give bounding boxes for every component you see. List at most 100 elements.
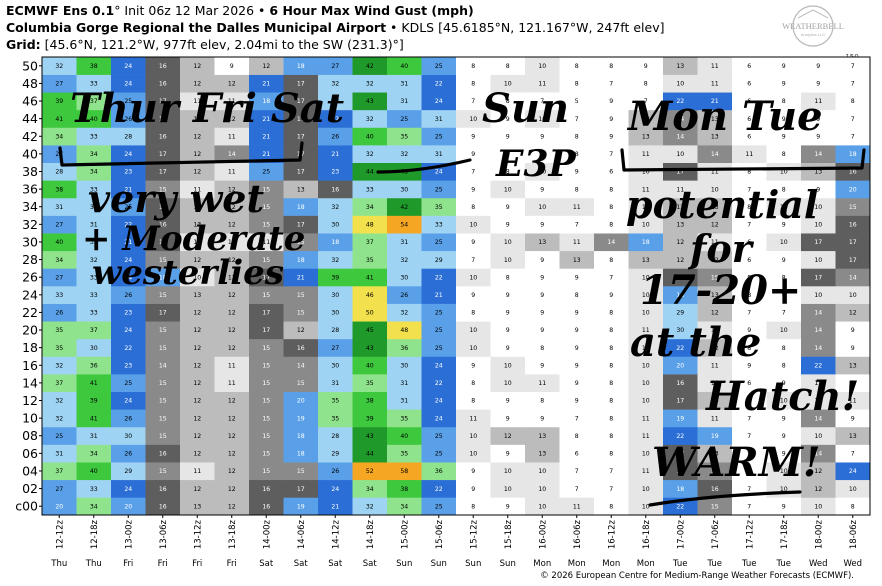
heatmap-cell: [180, 92, 215, 111]
heatmap-cell: [214, 127, 250, 146]
cell-value: 41: [90, 415, 98, 422]
cell-value: 9: [575, 327, 579, 334]
cell-value: 8: [782, 98, 786, 105]
heatmap-cell: [628, 92, 664, 111]
heatmap-cell: [525, 197, 560, 216]
heatmap-cell: [663, 74, 698, 93]
heatmap-cell: [145, 74, 181, 93]
heatmap-cell: [456, 426, 491, 445]
cell-value: 42: [400, 204, 408, 211]
day-label: Sun: [500, 559, 516, 569]
heatmap-cell: [559, 268, 595, 287]
heatmap-cell: [283, 374, 319, 392]
cell-value: 11: [538, 380, 546, 387]
cell-value: 17: [159, 204, 167, 211]
cell-value: 9: [782, 222, 786, 229]
heatmap-cell: [214, 426, 250, 445]
cell-value: 38: [366, 398, 374, 405]
day-labels: Thu Thu Fri Fri Fri Fri Sat Sat Sat Sat Sun Sun Sun S…: [50, 559, 862, 569]
heatmap-cell: [594, 145, 629, 163]
cell-value: 33: [90, 186, 98, 193]
heatmap-cell: [76, 444, 112, 463]
heatmap-cell: [352, 233, 388, 252]
cell-value: 8: [609, 380, 613, 387]
cell-value: 36: [90, 362, 98, 369]
cell-value: 9: [230, 63, 234, 70]
heatmap-cell: [732, 74, 767, 93]
heatmap-cell: [387, 391, 422, 410]
heatmap-cell: [559, 444, 595, 463]
cell-value: 34: [55, 257, 63, 264]
heatmap-cell: [490, 109, 526, 128]
heatmap-cell: [318, 250, 353, 269]
cell-value: 11: [642, 151, 650, 158]
cell-value: 39: [90, 398, 98, 405]
heatmap-cell: [42, 356, 77, 375]
cell-value: 15: [159, 327, 167, 334]
cell-value: 39: [331, 274, 339, 281]
cell-value: 48: [366, 222, 374, 229]
cell-value: 15: [262, 345, 270, 352]
heatmap-cell: [283, 57, 319, 75]
heatmap-cell: [594, 479, 629, 498]
cell-value: 40: [400, 433, 408, 440]
cell-value: 28: [331, 327, 339, 334]
heatmap-cell: [352, 374, 388, 392]
cell-value: 15: [159, 292, 167, 299]
heatmap-cell: [318, 57, 353, 75]
heatmap-cell: [594, 197, 629, 216]
cell-value: 13: [642, 133, 650, 140]
heatmap-cell: [697, 233, 733, 252]
heatmap-cell: [421, 391, 457, 410]
cell-value: 13: [849, 362, 857, 369]
heatmap-cell: [697, 92, 733, 111]
cell-value: 22: [676, 98, 684, 105]
heatmap-cell: [42, 374, 77, 392]
cell-value: 17: [849, 239, 857, 246]
heatmap-cell: [76, 57, 112, 75]
cell-value: 15: [849, 204, 857, 211]
cell-value: 32: [366, 503, 374, 510]
cell-value: 9: [851, 380, 855, 387]
station-name: Columbia Gorge Regional the Dalles Munic…: [6, 20, 387, 35]
cell-value: 12: [193, 116, 201, 123]
heatmap-cell: [490, 497, 526, 516]
heatmap-cell: [145, 391, 181, 410]
cell-value: 9: [851, 327, 855, 334]
heatmap-cell: [835, 250, 871, 269]
cell-value: 21: [124, 186, 132, 193]
heatmap-cell: [559, 409, 595, 428]
cell-value: 22: [814, 362, 822, 369]
heatmap-cell: [76, 233, 112, 252]
y-tick-label: 38: [22, 164, 38, 179]
heatmap-cell: [42, 409, 77, 428]
cell-value: 41: [55, 116, 63, 123]
cell-value: 10: [642, 345, 650, 352]
x-tick-label: 14-18z: [366, 519, 376, 549]
heatmap-cell: [490, 444, 526, 463]
x-tick-label: 14-06z: [297, 519, 307, 549]
heatmap-cell: [249, 479, 284, 498]
heatmap-cell: [111, 197, 146, 216]
heatmap-cell: [628, 215, 664, 234]
heatmap-cell: [559, 215, 595, 234]
cell-value: 8: [540, 398, 544, 405]
heatmap-cell: [835, 356, 871, 375]
cell-value: 11: [642, 415, 650, 422]
cell-value: 26: [124, 415, 132, 422]
heatmap-cell: [559, 303, 595, 322]
cell-value: 33: [366, 186, 374, 193]
y-tick-label: 40: [22, 146, 38, 161]
heatmap-cell: [145, 374, 181, 392]
cell-value: 31: [90, 433, 98, 440]
heatmap-cell: [663, 197, 698, 216]
heatmap-cell: [801, 391, 836, 410]
cell-value: 40: [90, 468, 98, 475]
heatmap-cell: [214, 286, 250, 304]
cell-value: 27: [55, 274, 63, 281]
cell-value: 37: [55, 468, 63, 475]
heatmap-cell: [456, 409, 491, 428]
heatmap-cell: [421, 497, 457, 516]
heatmap-cell: [456, 92, 491, 111]
heatmap-cell: [283, 197, 319, 216]
